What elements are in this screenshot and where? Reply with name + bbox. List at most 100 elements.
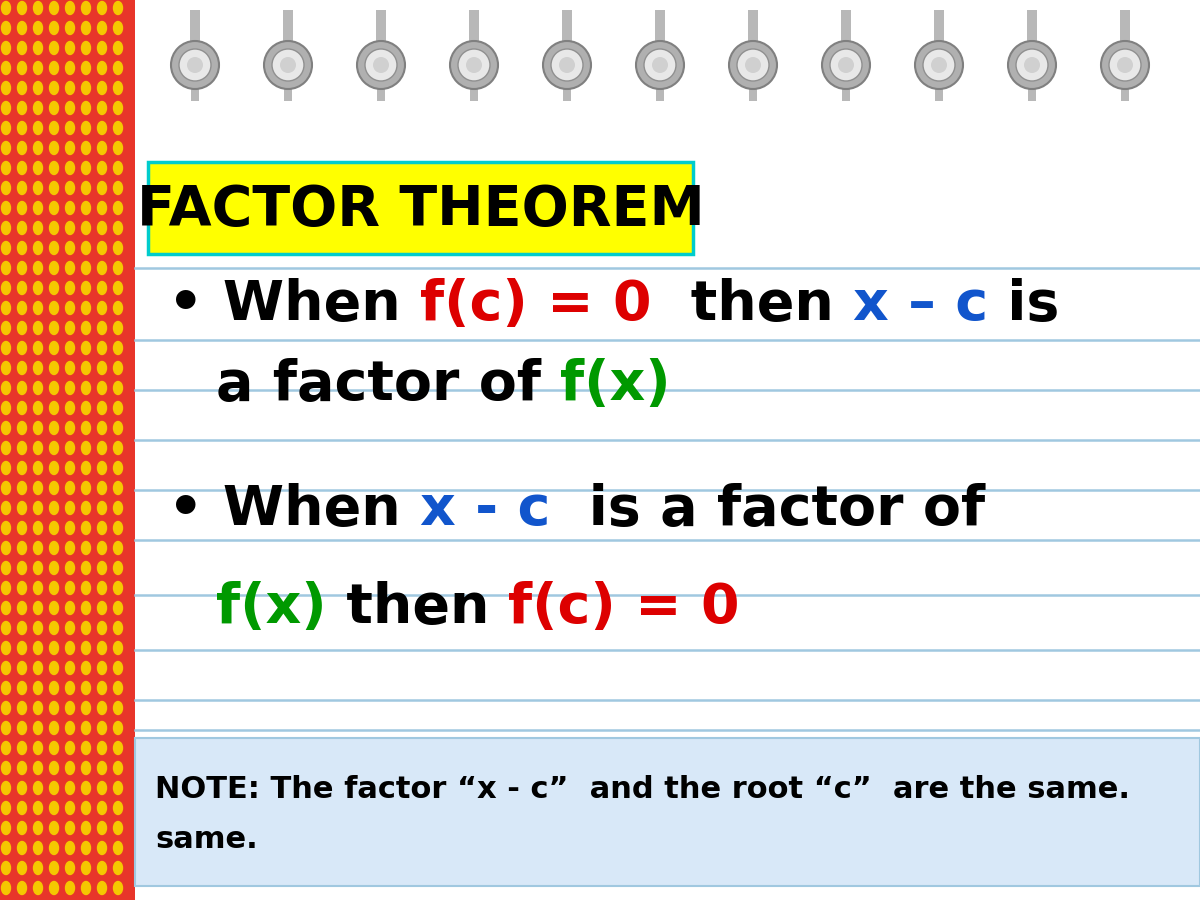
Ellipse shape (114, 122, 122, 134)
Ellipse shape (66, 282, 74, 294)
Ellipse shape (1, 41, 11, 55)
Circle shape (644, 49, 676, 81)
Ellipse shape (66, 501, 74, 515)
Ellipse shape (49, 501, 59, 515)
Ellipse shape (82, 41, 90, 55)
Ellipse shape (66, 341, 74, 355)
Ellipse shape (1, 221, 11, 235)
Ellipse shape (66, 182, 74, 194)
Ellipse shape (66, 822, 74, 834)
Ellipse shape (114, 722, 122, 734)
Ellipse shape (49, 302, 59, 314)
Ellipse shape (34, 642, 42, 654)
Ellipse shape (34, 161, 42, 175)
Ellipse shape (1, 581, 11, 595)
Ellipse shape (82, 382, 90, 394)
Ellipse shape (66, 881, 74, 895)
Ellipse shape (66, 462, 74, 474)
Ellipse shape (114, 542, 122, 554)
FancyBboxPatch shape (148, 162, 694, 254)
Ellipse shape (82, 442, 90, 454)
Ellipse shape (82, 482, 90, 494)
Text: FACTOR THEOREM: FACTOR THEOREM (137, 183, 704, 237)
Bar (469, 10, 479, 50)
Ellipse shape (114, 2, 122, 14)
Ellipse shape (1, 442, 11, 454)
Ellipse shape (114, 241, 122, 255)
Circle shape (830, 49, 862, 81)
Text: f(x): f(x) (560, 358, 671, 412)
Ellipse shape (1, 482, 11, 494)
Ellipse shape (82, 722, 90, 734)
Ellipse shape (1, 542, 11, 554)
Ellipse shape (18, 401, 26, 415)
Ellipse shape (66, 262, 74, 274)
Ellipse shape (34, 462, 42, 474)
Ellipse shape (97, 262, 107, 274)
Ellipse shape (114, 662, 122, 674)
Ellipse shape (66, 802, 74, 814)
Ellipse shape (34, 562, 42, 574)
Ellipse shape (114, 881, 122, 895)
Ellipse shape (97, 662, 107, 674)
Ellipse shape (49, 581, 59, 595)
Ellipse shape (49, 321, 59, 335)
Ellipse shape (114, 581, 122, 595)
Ellipse shape (49, 462, 59, 474)
Ellipse shape (97, 542, 107, 554)
Ellipse shape (18, 642, 26, 654)
Text: then: then (652, 278, 853, 332)
Circle shape (542, 41, 592, 89)
Ellipse shape (34, 581, 42, 595)
Ellipse shape (49, 662, 59, 674)
Bar (284, 83, 292, 101)
Ellipse shape (114, 421, 122, 435)
Ellipse shape (82, 22, 90, 34)
Ellipse shape (49, 722, 59, 734)
Ellipse shape (82, 861, 90, 875)
Ellipse shape (18, 761, 26, 775)
Ellipse shape (49, 802, 59, 814)
Ellipse shape (97, 122, 107, 134)
Text: x – c: x – c (853, 278, 988, 332)
Ellipse shape (82, 282, 90, 294)
Ellipse shape (114, 442, 122, 454)
Ellipse shape (1, 82, 11, 94)
Ellipse shape (114, 462, 122, 474)
Ellipse shape (18, 482, 26, 494)
Bar (562, 10, 572, 50)
Ellipse shape (114, 362, 122, 374)
Ellipse shape (82, 601, 90, 615)
Ellipse shape (18, 622, 26, 634)
Ellipse shape (97, 41, 107, 55)
Bar (841, 10, 851, 50)
Ellipse shape (1, 22, 11, 34)
Ellipse shape (49, 282, 59, 294)
Ellipse shape (114, 282, 122, 294)
Ellipse shape (1, 622, 11, 634)
Ellipse shape (34, 401, 42, 415)
Ellipse shape (1, 822, 11, 834)
Ellipse shape (114, 82, 122, 94)
Ellipse shape (34, 681, 42, 695)
Ellipse shape (97, 442, 107, 454)
Ellipse shape (1, 781, 11, 795)
Circle shape (280, 57, 296, 73)
Ellipse shape (18, 681, 26, 695)
Ellipse shape (18, 581, 26, 595)
Ellipse shape (18, 601, 26, 615)
Ellipse shape (1, 662, 11, 674)
Ellipse shape (18, 141, 26, 155)
Ellipse shape (34, 341, 42, 355)
Ellipse shape (34, 421, 42, 435)
Ellipse shape (114, 221, 122, 235)
Ellipse shape (18, 562, 26, 574)
Ellipse shape (1, 102, 11, 114)
Ellipse shape (82, 161, 90, 175)
Ellipse shape (34, 722, 42, 734)
Ellipse shape (34, 82, 42, 94)
Bar (0, 0, 134, 900)
Ellipse shape (34, 321, 42, 335)
Ellipse shape (114, 321, 122, 335)
Ellipse shape (49, 262, 59, 274)
